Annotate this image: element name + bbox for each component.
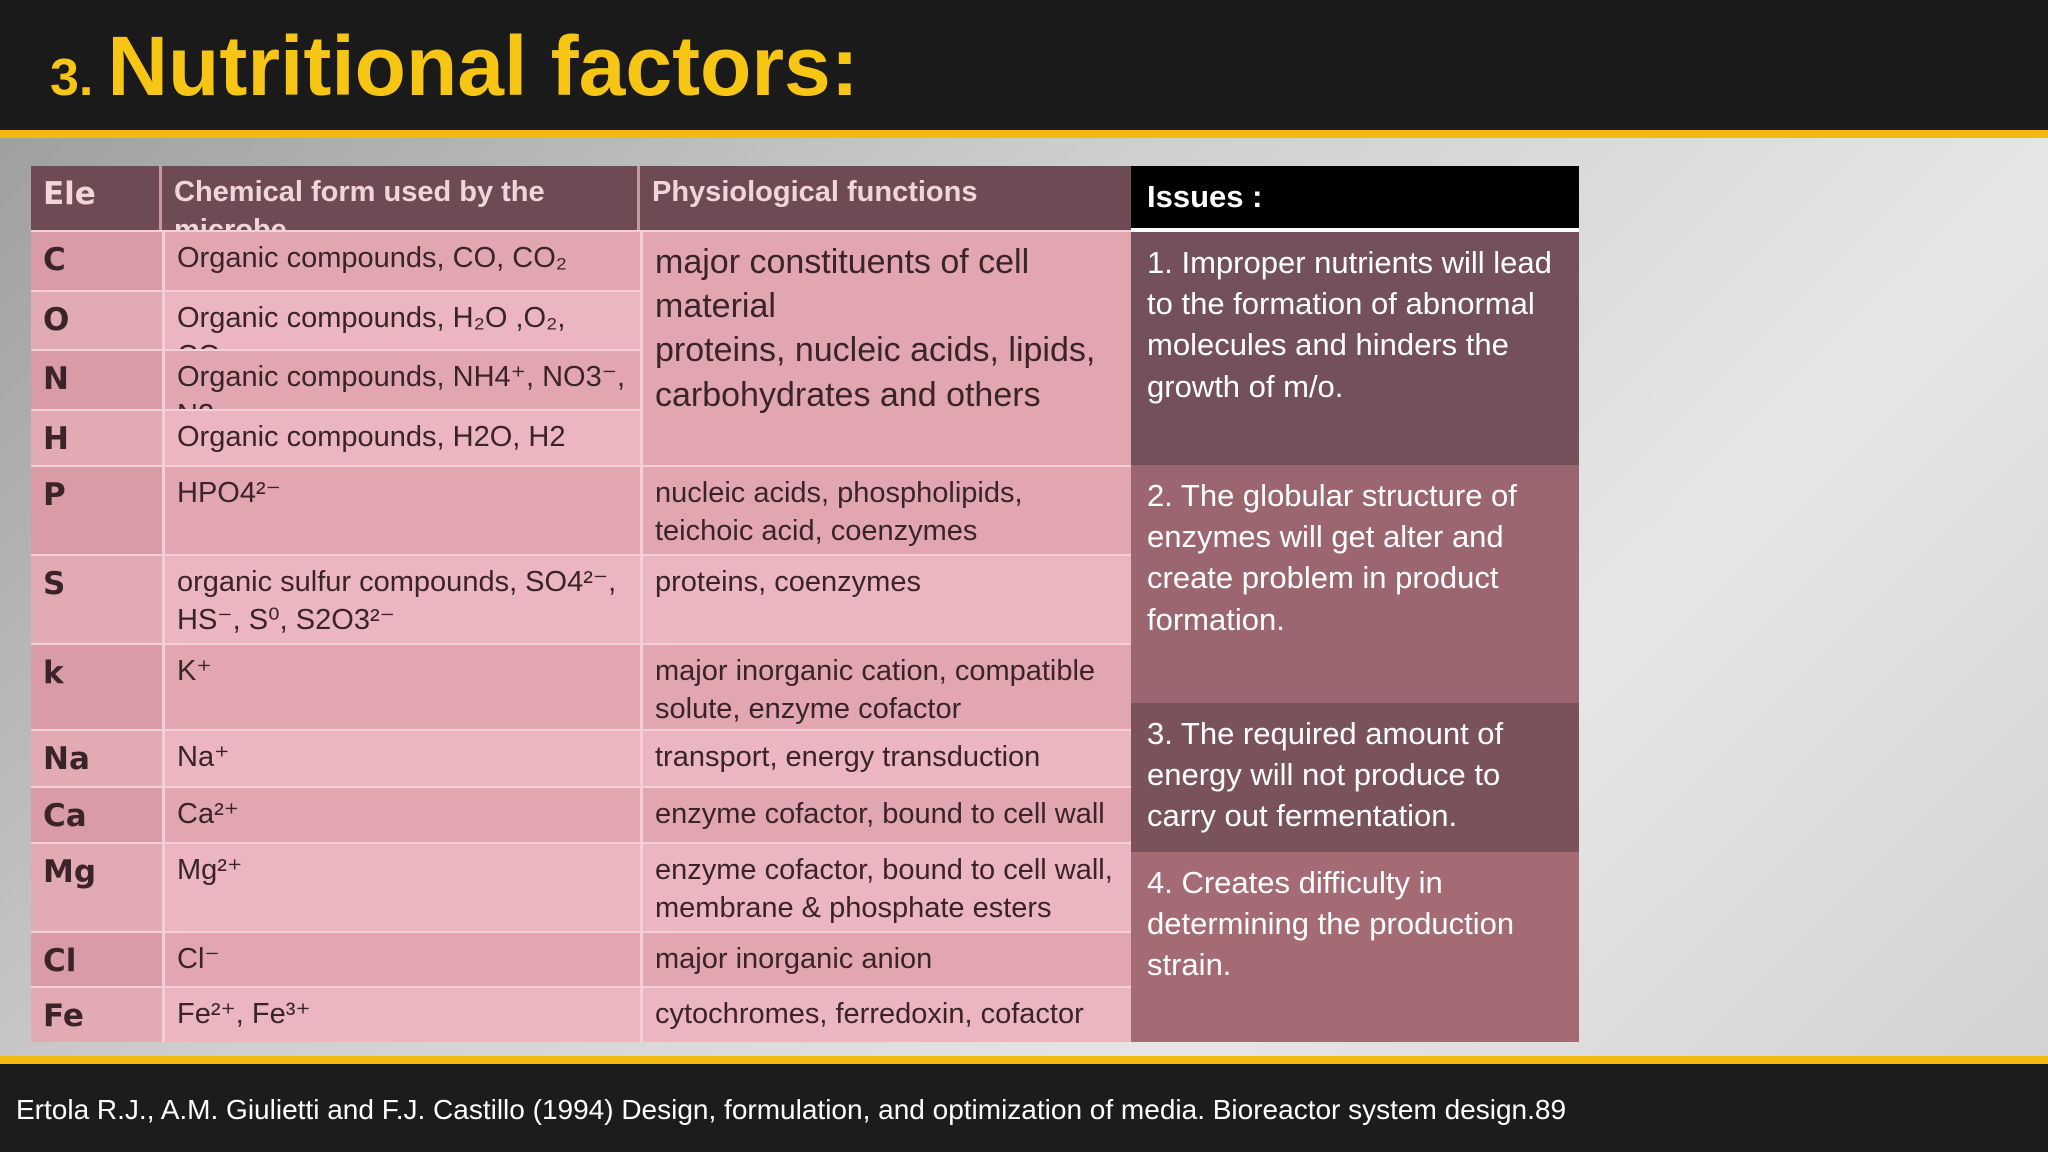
function-text: major inorganic cation, compatible solut…	[655, 655, 1096, 725]
function-text: transport, energy transduction	[655, 741, 1041, 773]
footer-rule	[0, 1056, 2048, 1064]
citation: Ertola R.J., A.M. Giulietti and F.J. Cas…	[16, 1094, 1567, 1125]
form-cell: Ca²⁺	[162, 786, 640, 842]
form-cell: Organic compounds, H₂O ,O₂, CO₂	[162, 290, 640, 372]
function-cell: proteins, coenzymes	[640, 554, 1131, 643]
form-cell: K⁺	[162, 643, 640, 729]
element-cell: Ca	[31, 786, 162, 842]
form-cell: Fe²⁺, Fe³⁺	[162, 986, 640, 1042]
function-cell: enzyme cofactor, bound to cell wall, mem…	[640, 842, 1131, 931]
element-cell: Mg	[31, 842, 162, 931]
form-cell: Cl⁻	[162, 931, 640, 986]
element-cell: H	[31, 409, 162, 465]
function-cell: transport, energy transduction	[640, 729, 1131, 786]
issue-item: 1. Improper nutrients will lead to the f…	[1131, 232, 1579, 465]
form-cell: Organic compounds, NH4⁺, NO3⁻, N2	[162, 349, 640, 431]
column-header: Chemical form used by the microbe	[162, 166, 640, 246]
function-text: enzyme cofactor, bound to cell wall, mem…	[655, 854, 1113, 924]
issue-item: 4. Creates difficulty in determining the…	[1131, 852, 1579, 1042]
function-cell: major constituents of cell material prote…	[640, 230, 1131, 465]
element-cell: C	[31, 230, 162, 290]
form-cell: Organic compounds, CO, CO₂	[162, 230, 640, 290]
function-text: enzyme cofactor, bound to cell wall	[655, 798, 1105, 830]
function-text: major constituents of cell material	[655, 243, 1030, 326]
function-text: proteins, coenzymes	[655, 566, 921, 598]
issue-item: 2. The globular structure of enzymes wil…	[1131, 465, 1579, 703]
element-cell: O	[31, 290, 162, 349]
title-number: 3.	[50, 49, 94, 107]
function-cell: cytochromes, ferredoxin, cofactor	[640, 986, 1131, 1042]
slide-title: 3. Nutritional factors:	[50, 18, 859, 115]
column-header: Ele	[31, 166, 162, 230]
element-cell: Cl	[31, 931, 162, 986]
form-cell: organic sulfur compounds, SO4²⁻, HS⁻, S⁰…	[162, 554, 640, 643]
element-cell: Fe	[31, 986, 162, 1042]
title-rule	[0, 130, 2048, 138]
function-text: proteins, nucleic acids, lipids, carbohy…	[655, 331, 1096, 414]
element-cell: S	[31, 554, 162, 643]
function-text: cytochromes, ferredoxin, cofactor	[655, 998, 1084, 1030]
element-cell: N	[31, 349, 162, 409]
title-text: Nutritional factors:	[107, 19, 859, 113]
column-header: Physiological functions	[640, 166, 1131, 230]
form-cell: Organic compounds, H2O, H2	[162, 409, 640, 465]
function-text: major inorganic anion	[655, 943, 933, 975]
form-cell: HPO4²⁻	[162, 465, 640, 554]
element-cell: k	[31, 643, 162, 729]
function-cell: major inorganic cation, compatible solut…	[640, 643, 1131, 729]
issue-item: 3. The required amount of energy will no…	[1131, 703, 1579, 852]
issues-title: Issues :	[1131, 166, 1579, 232]
function-cell: enzyme cofactor, bound to cell wall	[640, 786, 1131, 842]
footer-band	[0, 1064, 2048, 1152]
title-band	[0, 0, 2048, 130]
form-cell: Na⁺	[162, 729, 640, 786]
function-text: nucleic acids, phospholipids, teichoic a…	[655, 477, 1023, 547]
function-cell: major inorganic anion	[640, 931, 1131, 986]
function-cell: nucleic acids, phospholipids, teichoic a…	[640, 465, 1131, 554]
element-cell: P	[31, 465, 162, 554]
element-cell: Na	[31, 729, 162, 786]
form-cell: Mg²⁺	[162, 842, 640, 931]
